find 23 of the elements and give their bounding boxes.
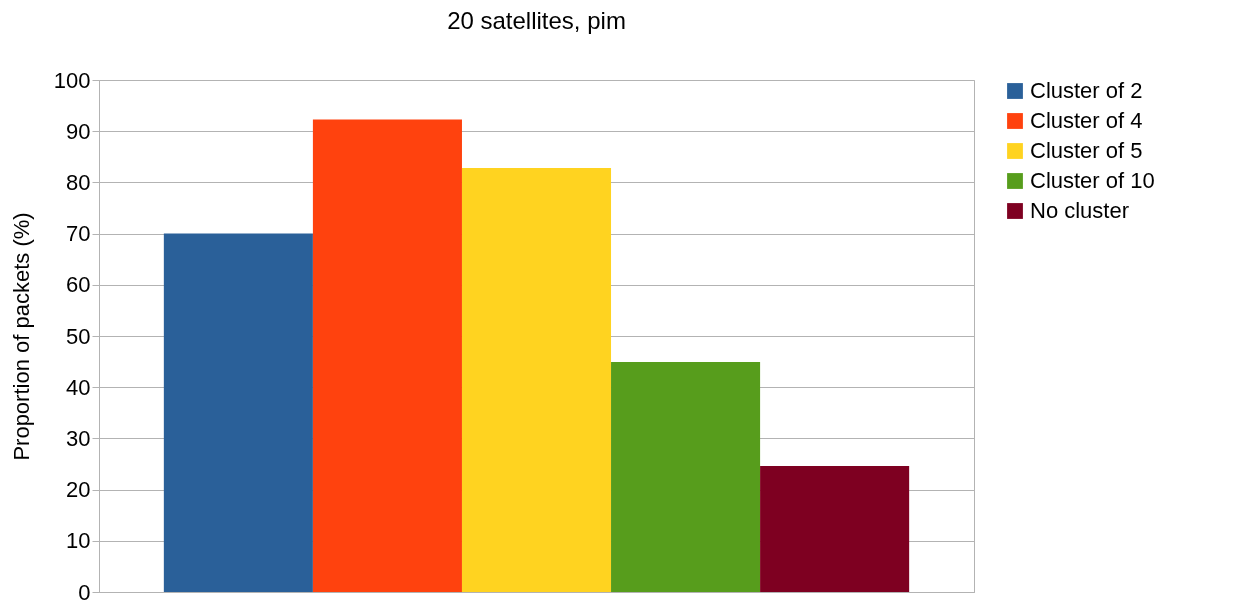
bar [312,119,462,592]
legend-label: Cluster of 2 [1030,78,1143,103]
y-tick-label: 10 [66,528,91,554]
y-tick-label: 80 [66,169,91,195]
bar [611,362,761,592]
y-tick-label: 100 [53,67,91,93]
legend-label: Cluster of 5 [1030,138,1143,163]
y-tick-label: 90 [66,118,91,144]
bar [760,466,910,592]
bar [163,233,313,592]
chart-title: 20 satellites, pim [447,7,626,34]
y-tick-label: 0 [78,579,91,605]
y-tick-label: 50 [66,323,91,349]
legend-label: Cluster of 10 [1030,168,1155,193]
y-tick-label: 70 [66,221,91,247]
y-tick-label: 40 [66,374,91,400]
y-axis-title: Proportion of packets (%) [8,212,34,461]
legend-label: Cluster of 4 [1030,108,1143,133]
y-tick-label: 20 [66,477,91,503]
y-tick-label: 60 [66,272,91,298]
y-tick-label: 30 [66,425,91,451]
bar [461,168,612,592]
legend-label: No cluster [1030,198,1130,223]
